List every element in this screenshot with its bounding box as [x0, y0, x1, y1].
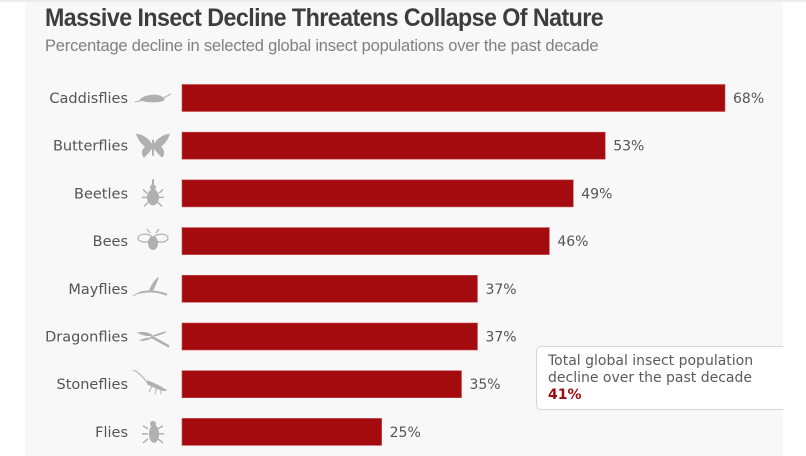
page-margin — [783, 2, 806, 456]
category-label: Stoneflies — [56, 377, 128, 393]
bee-icon — [137, 228, 169, 251]
bar — [181, 84, 726, 112]
value-label: 35% — [469, 377, 500, 393]
bar — [181, 370, 462, 399]
chart-title: Massive Insect Decline Threatens Collaps… — [45, 4, 604, 32]
top-border — [0, 0, 806, 2]
value-label: 46% — [557, 234, 588, 250]
bar — [181, 274, 478, 303]
annotation-box: Total global insect population decline o… — [536, 346, 798, 410]
category-label: Bees — [93, 234, 128, 250]
butterfly-icon — [136, 133, 170, 158]
bar-row: Dragonflies 37% — [45, 322, 517, 351]
annotation-text: Total global insect population decline o… — [548, 353, 754, 386]
bar-row: Stoneflies 35% — [56, 369, 501, 399]
bar-row: Caddisflies 68% — [49, 84, 764, 112]
fly-icon — [142, 420, 164, 444]
chart-subtitle: Percentage decline in selected global in… — [45, 37, 599, 55]
category-label: Beetles — [74, 186, 128, 202]
category-label: Caddisflies — [49, 91, 128, 107]
category-label: Butterflies — [53, 139, 128, 155]
annotation-value: 41% — [548, 387, 582, 403]
bar-row: Mayflies 37% — [68, 274, 517, 303]
bar — [181, 131, 606, 160]
category-label: Dragonflies — [45, 330, 128, 346]
bar-row: Butterflies 53% — [53, 131, 644, 160]
value-label: 25% — [390, 425, 421, 441]
bar-row: Flies 25% — [95, 418, 421, 446]
stonefly-icon — [132, 369, 167, 395]
value-label: 68% — [733, 91, 764, 107]
value-label: 53% — [613, 139, 644, 155]
bar-row: Beetles 49% — [74, 179, 612, 208]
mayfly-icon — [132, 276, 168, 297]
value-label: 37% — [485, 282, 516, 298]
bar — [181, 418, 382, 446]
caddisfly-icon — [134, 93, 172, 103]
bar — [181, 322, 478, 351]
bar — [181, 179, 574, 208]
category-label: Flies — [95, 425, 128, 441]
category-label: Mayflies — [68, 282, 128, 298]
bar-row: Bees 46% — [93, 227, 588, 255]
value-label: 37% — [485, 330, 516, 346]
beetle-icon — [142, 179, 164, 207]
dragonfly-icon — [137, 331, 170, 348]
value-label: 49% — [581, 186, 612, 202]
bar — [181, 227, 550, 255]
